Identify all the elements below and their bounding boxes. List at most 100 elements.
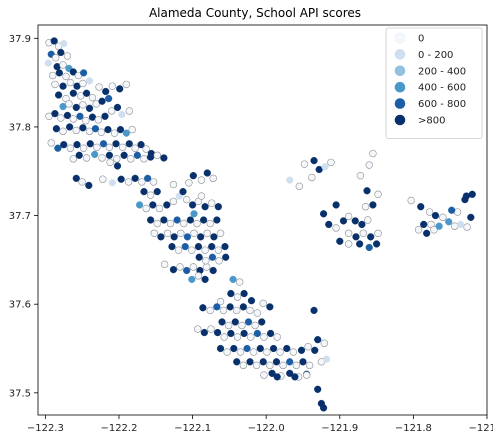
data-point-33 xyxy=(79,101,87,109)
plot-frame xyxy=(37,24,488,416)
data-point-52 xyxy=(52,125,61,133)
data-point-289 xyxy=(456,220,465,229)
data-point-88 xyxy=(113,155,121,163)
data-point-78 xyxy=(131,144,139,152)
data-point-203 xyxy=(230,344,238,353)
data-point-312 xyxy=(202,257,210,265)
data-point-41 xyxy=(63,111,72,120)
data-point-51 xyxy=(125,107,133,115)
data-point-76 xyxy=(118,143,127,152)
data-point-218 xyxy=(266,361,274,370)
data-point-201 xyxy=(216,344,225,353)
data-point-124 xyxy=(190,210,198,218)
points-layer xyxy=(44,37,476,412)
data-point-303 xyxy=(113,162,122,170)
legend-label: 0 xyxy=(418,34,424,45)
x-tick-label: −121.8 xyxy=(395,423,432,434)
x-tick-label: −122.3 xyxy=(27,423,64,434)
data-point-40 xyxy=(57,114,65,122)
data-point-141 xyxy=(183,233,192,241)
data-point-71 xyxy=(86,140,94,148)
data-point-98 xyxy=(85,181,93,190)
data-point-101 xyxy=(117,175,125,183)
data-point-47 xyxy=(101,112,109,120)
data-point-221 xyxy=(286,358,294,366)
data-point-307 xyxy=(189,172,197,180)
data-point-113 xyxy=(155,204,164,213)
data-point-273 xyxy=(364,216,372,224)
data-point-260 xyxy=(367,233,375,241)
data-point-269 xyxy=(369,201,377,209)
data-point-200 xyxy=(273,333,281,341)
data-point-204 xyxy=(236,348,245,356)
data-point-315 xyxy=(222,253,230,261)
data-point-120 xyxy=(201,203,209,211)
legend-marker xyxy=(394,65,406,77)
data-point-12 xyxy=(49,71,57,80)
data-point-48 xyxy=(107,107,116,115)
data-point-304 xyxy=(169,180,178,189)
data-point-114 xyxy=(163,201,171,209)
y-tick-label: 37.9 xyxy=(9,34,31,45)
data-point-10 xyxy=(59,61,67,69)
legend: 0 0 - 200 200 - 400 400 - 600 600 - 800 >800 xyxy=(385,27,483,139)
data-point-32 xyxy=(72,103,80,112)
data-point-35 xyxy=(92,100,100,108)
data-point-180 xyxy=(246,306,254,315)
data-point-257 xyxy=(344,229,353,238)
data-point-197 xyxy=(253,329,261,338)
data-point-68 xyxy=(66,144,75,152)
data-point-267 xyxy=(356,171,365,180)
data-point-105 xyxy=(144,174,152,182)
data-point-97 xyxy=(78,178,86,186)
data-point-242 xyxy=(286,176,294,184)
data-point-130 xyxy=(180,219,188,228)
data-point-49 xyxy=(113,103,122,112)
data-point-60 xyxy=(104,125,112,134)
data-point-73 xyxy=(99,140,108,148)
x-tick-label: −121.9 xyxy=(321,423,358,434)
data-point-85 xyxy=(91,150,99,159)
data-point-210 xyxy=(276,348,284,356)
data-point-286 xyxy=(439,213,447,222)
data-point-136 xyxy=(150,229,159,238)
data-point-248 xyxy=(321,163,329,171)
data-point-298 xyxy=(102,87,110,96)
data-point-44 xyxy=(82,117,90,125)
data-point-225 xyxy=(297,346,306,354)
data-point-92 xyxy=(140,155,148,163)
data-point-140 xyxy=(177,229,185,238)
data-point-183 xyxy=(231,318,239,326)
data-point-181 xyxy=(218,318,226,326)
data-point-54 xyxy=(66,123,74,131)
data-point-143 xyxy=(197,233,205,241)
data-point-112 xyxy=(149,201,157,209)
data-point-129 xyxy=(173,216,181,224)
data-point-174 xyxy=(206,306,214,315)
data-point-69 xyxy=(73,141,81,149)
data-point-164 xyxy=(188,275,196,283)
data-point-82 xyxy=(69,155,78,163)
data-point-93 xyxy=(147,153,155,161)
data-point-231 xyxy=(320,339,329,347)
data-point-171 xyxy=(240,289,248,298)
data-point-24 xyxy=(55,91,63,99)
data-point-259 xyxy=(359,229,368,238)
data-point-106 xyxy=(149,178,158,186)
legend-label: 600 - 800 xyxy=(418,99,466,110)
data-point-62 xyxy=(116,125,125,134)
data-point-230 xyxy=(314,336,322,344)
data-point-319 xyxy=(253,309,262,317)
data-point-5 xyxy=(51,54,60,62)
data-point-179 xyxy=(239,303,247,311)
data-point-67 xyxy=(60,141,68,149)
data-point-190 xyxy=(207,325,215,333)
data-point-152 xyxy=(201,246,209,254)
data-point-193 xyxy=(227,329,235,338)
data-point-23 xyxy=(85,77,94,85)
data-point-185 xyxy=(244,318,253,326)
legend-marker xyxy=(394,81,406,93)
data-point-128 xyxy=(166,219,175,228)
